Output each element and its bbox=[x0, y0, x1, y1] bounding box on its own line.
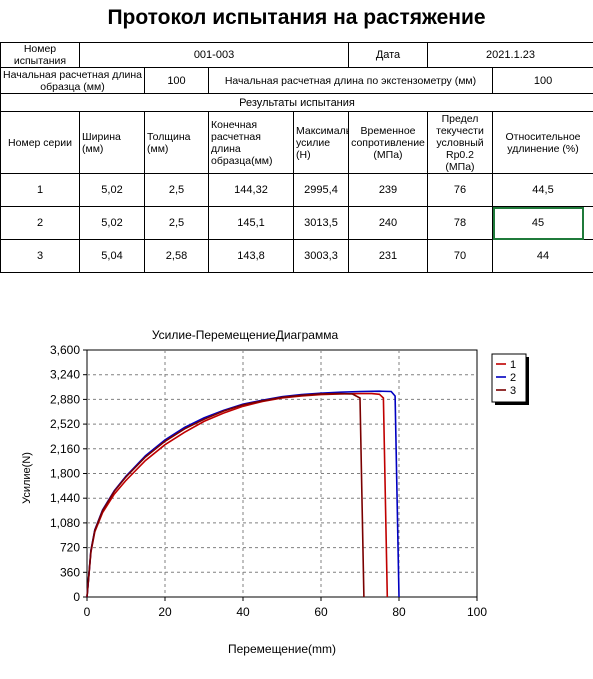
table-row: 2 5,02 2,5 145,1 3013,5 240 78 45 bbox=[0, 206, 593, 240]
cell-series[interactable]: 2 bbox=[0, 206, 80, 240]
y-tick-label: 1,800 bbox=[50, 467, 80, 481]
cell-tensile-strength[interactable]: 240 bbox=[348, 206, 428, 240]
y-tick-label: 360 bbox=[60, 565, 80, 579]
col-header-final-length: Конечная расчетная длина образца(мм) bbox=[208, 111, 294, 174]
sample-no-label: Номер испытания bbox=[0, 42, 80, 68]
cell-yield-strength[interactable]: 78 bbox=[427, 206, 493, 240]
col-header-max-force: Максимальное усилие (Н) bbox=[293, 111, 349, 174]
cell-series[interactable]: 3 bbox=[0, 239, 80, 273]
col-header-elongation: Относительное удлинение (%) bbox=[491, 111, 593, 174]
table-row: 1 5,02 2,5 144,32 2995,4 239 76 44,5 bbox=[0, 173, 593, 207]
cell-width[interactable]: 5,02 bbox=[79, 173, 145, 207]
y-tick-label: 720 bbox=[60, 541, 80, 555]
test-protocol-table: Номер испытания 001-003 Дата 2021.1.23 Н… bbox=[0, 42, 593, 273]
report-title: Протокол испытания на растяжение bbox=[107, 6, 486, 29]
cell-tensile-strength[interactable]: 239 bbox=[348, 173, 428, 207]
extensometer-length-value[interactable]: 100 bbox=[491, 67, 593, 94]
date-value[interactable]: 2021.1.23 bbox=[426, 42, 593, 68]
series-line-3 bbox=[86, 392, 365, 598]
cell-elongation-selected[interactable]: 45 bbox=[492, 206, 584, 240]
col-header-tensile-strength: Временное сопротивление (МПа) bbox=[348, 111, 428, 174]
y-tick-label: 3,240 bbox=[50, 368, 80, 382]
x-tick-label: 60 bbox=[314, 605, 328, 619]
cell-elongation[interactable]: 44,5 bbox=[491, 173, 593, 207]
legend-label-1: 1 bbox=[510, 359, 516, 371]
x-axis-label: Перемещение(mm) bbox=[228, 642, 336, 656]
cell-elongation[interactable]: 44 bbox=[491, 239, 593, 273]
date-label: Дата bbox=[348, 42, 428, 68]
cell-series[interactable]: 1 bbox=[0, 173, 80, 207]
cell-max-force[interactable]: 3003,3 bbox=[293, 239, 349, 273]
gauge-length-label: Начальная расчетная длина образца (мм) bbox=[0, 67, 145, 94]
y-axis-label: Усилие(N) bbox=[21, 452, 33, 504]
cell-max-force[interactable]: 2995,4 bbox=[293, 173, 349, 207]
chart-series-lines bbox=[86, 390, 400, 598]
y-tick-label: 0 bbox=[73, 590, 80, 604]
x-tick-label: 20 bbox=[158, 605, 172, 619]
results-title: Результаты испытания bbox=[0, 93, 593, 112]
chart-legend: 123 bbox=[491, 353, 529, 405]
legend-label-3: 3 bbox=[510, 385, 516, 397]
cell-spacer bbox=[582, 206, 593, 240]
cell-final-length[interactable]: 145,1 bbox=[208, 206, 294, 240]
x-tick-label: 80 bbox=[392, 605, 406, 619]
legend-label-2: 2 bbox=[510, 372, 516, 384]
cell-thickness[interactable]: 2,58 bbox=[144, 239, 209, 273]
cell-final-length[interactable]: 143,8 bbox=[208, 239, 294, 273]
chart-ticks: 0 20 40 60 80 100 0 360 720 1,080 1,440 1,800 2,160 2… bbox=[50, 343, 487, 619]
cell-yield-strength[interactable]: 70 bbox=[427, 239, 493, 273]
cell-thickness[interactable]: 2,5 bbox=[144, 173, 209, 207]
cell-width[interactable]: 5,04 bbox=[79, 239, 145, 273]
cell-thickness[interactable]: 2,5 bbox=[144, 206, 209, 240]
col-header-series: Номер серии bbox=[0, 111, 80, 174]
x-tick-label: 100 bbox=[467, 605, 487, 619]
cell-final-length[interactable]: 144,32 bbox=[208, 173, 294, 207]
col-header-thickness: Толщина (мм) bbox=[144, 111, 209, 174]
col-header-width: Ширина (мм) bbox=[79, 111, 145, 174]
x-tick-label: 0 bbox=[84, 605, 91, 619]
series-line-1 bbox=[86, 392, 389, 598]
extensometer-length-label: Начальная расчетная длина по экстензомет… bbox=[208, 67, 493, 94]
cell-tensile-strength[interactable]: 231 bbox=[348, 239, 428, 273]
force-displacement-chart: Усилие-ПеремещениеДиаграмма Перемещение(… bbox=[21, 328, 529, 656]
col-header-yield-strength: Предел текучести условный Rp0.2 (МПа) bbox=[427, 111, 493, 174]
y-tick-label: 1,440 bbox=[50, 491, 80, 505]
cell-yield-strength[interactable]: 76 bbox=[427, 173, 493, 207]
cell-width[interactable]: 5,02 bbox=[79, 206, 145, 240]
y-tick-label: 3,600 bbox=[50, 343, 80, 357]
legend-box bbox=[491, 353, 527, 403]
y-tick-label: 2,160 bbox=[50, 442, 80, 456]
cell-max-force[interactable]: 3013,5 bbox=[293, 206, 349, 240]
x-tick-label: 40 bbox=[236, 605, 250, 619]
gauge-length-value[interactable]: 100 bbox=[144, 67, 209, 94]
sample-no-value[interactable]: 001-003 bbox=[79, 42, 349, 68]
y-tick-label: 1,080 bbox=[50, 516, 80, 530]
y-tick-label: 2,880 bbox=[50, 392, 80, 406]
table-row: 3 5,04 2,58 143,8 3003,3 231 70 44 bbox=[0, 239, 593, 273]
chart-title: Усилие-ПеремещениеДиаграмма bbox=[152, 328, 339, 342]
y-tick-label: 2,520 bbox=[50, 417, 80, 431]
